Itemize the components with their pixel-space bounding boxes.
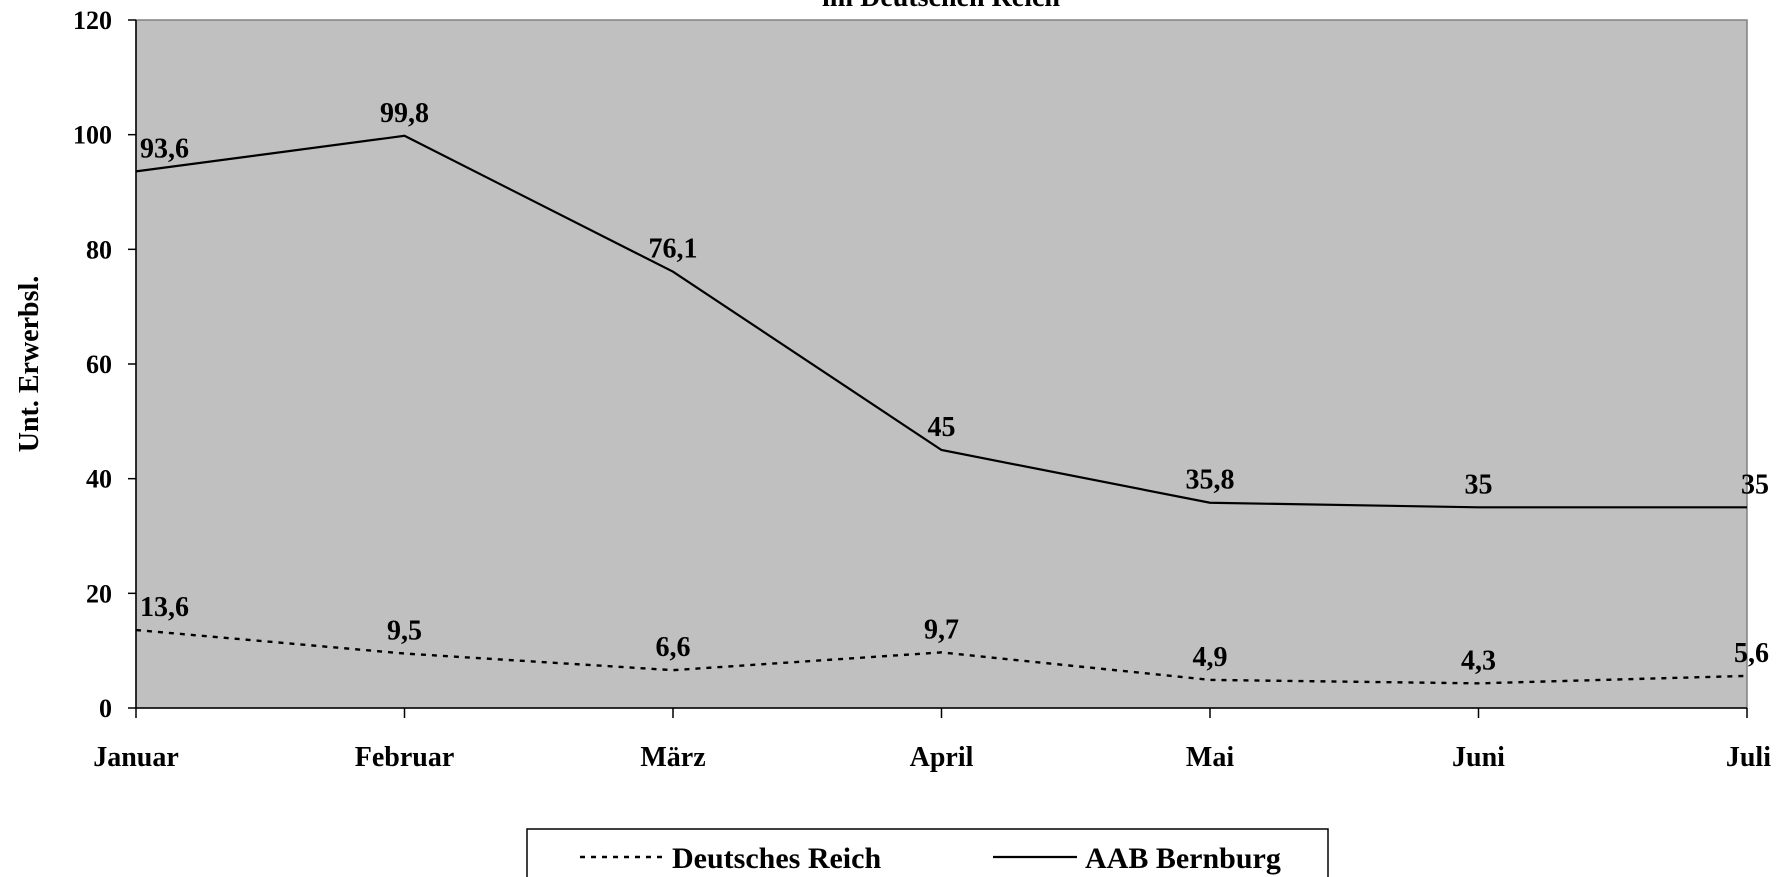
y-tick-label: 100 bbox=[73, 121, 112, 150]
x-tick-label: März bbox=[640, 742, 705, 773]
y-tick-label: 60 bbox=[86, 350, 112, 379]
data-label: 9,5 bbox=[387, 616, 422, 647]
data-label: 5,6 bbox=[1734, 638, 1769, 669]
legend-label: Deutsches Reich bbox=[672, 842, 881, 875]
data-label: 6,6 bbox=[656, 632, 691, 663]
y-tick-label: 20 bbox=[86, 579, 112, 608]
legend-box bbox=[526, 828, 1329, 877]
series-layer: 13,6 9,5 6,6 9,7 4,9 4,3 5,6 93,6 99,8 76,1 45 35,8… bbox=[135, 98, 1769, 685]
legend: Deutsches Reich AAB Bernburg bbox=[526, 828, 1329, 877]
series-line bbox=[135, 628, 1748, 685]
x-axis: Januar Februar März April Mai Juni Juli bbox=[93, 707, 1771, 773]
data-label: 4,9 bbox=[1193, 642, 1228, 673]
y-tick-label: 40 bbox=[86, 465, 112, 494]
series-2: 93,6 99,8 76,1 45 35,8 35 35 bbox=[135, 98, 1769, 509]
series-line bbox=[135, 134, 1747, 509]
data-label: 13,6 bbox=[140, 592, 189, 623]
data-label: 35 bbox=[1741, 469, 1769, 500]
x-tick-label: Mai bbox=[1186, 742, 1234, 773]
y-tick-label: 80 bbox=[86, 235, 112, 264]
data-label: 93,6 bbox=[140, 133, 189, 164]
x-tick-label: Juni bbox=[1452, 742, 1505, 773]
data-label: 35 bbox=[1465, 469, 1493, 500]
plot-area bbox=[135, 19, 1748, 709]
data-label: 4,3 bbox=[1461, 645, 1496, 676]
data-label: 35,8 bbox=[1186, 465, 1235, 496]
data-label: 9,7 bbox=[924, 614, 959, 645]
data-label: 45 bbox=[928, 412, 956, 443]
series-1: 13,6 9,5 6,6 9,7 4,9 4,3 5,6 bbox=[135, 592, 1769, 685]
y-axis-title: Unt. Erwerbsl. bbox=[14, 276, 45, 453]
y-tick-label: 120 bbox=[73, 6, 112, 35]
x-tick-label: Juli bbox=[1726, 742, 1771, 773]
y-axis: 0 20 40 60 80 100 120 bbox=[73, 6, 137, 723]
y-tick-label: 0 bbox=[99, 694, 112, 723]
data-label: 99,8 bbox=[380, 98, 429, 129]
data-label: 76,1 bbox=[649, 234, 698, 265]
x-tick-label: Januar bbox=[93, 742, 179, 773]
legend-item: Deutsches Reich bbox=[580, 842, 881, 875]
legend-label: AAB Bernburg bbox=[1085, 842, 1281, 875]
x-tick-label: Februar bbox=[355, 742, 455, 773]
legend-item: AAB Bernburg bbox=[993, 842, 1281, 875]
chart-title: im Deutschen Reich bbox=[822, 0, 1060, 13]
x-tick-label: April bbox=[910, 742, 974, 773]
